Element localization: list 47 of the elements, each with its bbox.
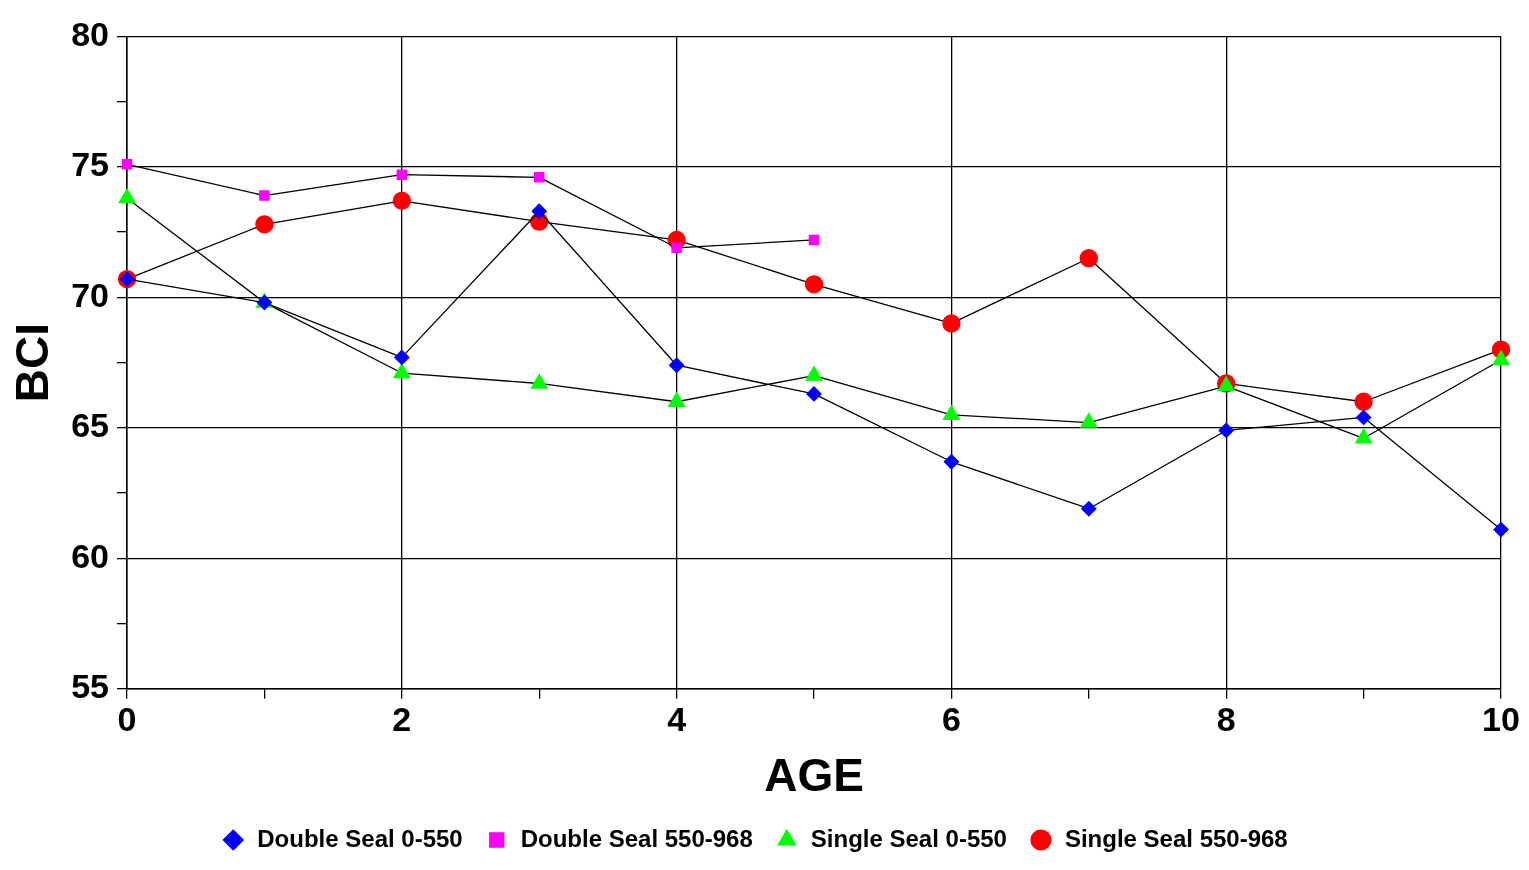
y-tick-label: 80 xyxy=(71,14,110,53)
y-tick-label: 75 xyxy=(71,145,110,184)
point xyxy=(942,405,960,420)
y-axis-title: BCI xyxy=(6,322,59,403)
x-axis-title: AGE xyxy=(764,749,864,802)
y-tick-label: 60 xyxy=(71,536,110,575)
point xyxy=(804,275,824,294)
legend-label: Single Seal 550-968 xyxy=(1064,824,1288,852)
y-tick-label: 55 xyxy=(71,667,110,706)
x-tick-label: 10 xyxy=(1482,700,1520,739)
x-tick-label: 2 xyxy=(392,700,412,739)
point xyxy=(943,454,960,470)
point xyxy=(531,203,547,219)
point xyxy=(942,314,961,333)
point xyxy=(121,159,133,170)
point xyxy=(668,392,686,407)
point xyxy=(255,215,274,234)
point xyxy=(1355,409,1372,426)
point xyxy=(1081,501,1097,517)
point xyxy=(1355,428,1373,444)
legend-label: Single Seal 0-550 xyxy=(810,824,1007,852)
point xyxy=(533,172,545,183)
legend-label: Double Seal 0-550 xyxy=(257,824,463,852)
point xyxy=(805,366,823,381)
point xyxy=(530,373,548,389)
point xyxy=(392,191,411,210)
point xyxy=(1492,350,1510,366)
point xyxy=(394,349,410,366)
x-tick-label: 6 xyxy=(941,700,961,739)
point xyxy=(396,169,408,180)
x-tick-label: 4 xyxy=(667,700,687,739)
point xyxy=(259,190,270,201)
x-tick-label: 8 xyxy=(1216,700,1236,739)
y-tick-label: 70 xyxy=(71,275,110,314)
point xyxy=(671,242,682,254)
legend-label: Double Seal 550-968 xyxy=(520,824,753,852)
point xyxy=(393,363,411,379)
y-tick-label: 65 xyxy=(71,406,110,445)
point xyxy=(1493,521,1509,538)
point xyxy=(1079,249,1098,268)
point xyxy=(808,234,820,246)
point xyxy=(1218,422,1234,439)
point xyxy=(1354,392,1373,411)
point xyxy=(668,357,685,373)
point xyxy=(1080,412,1098,428)
x-tick-label: 0 xyxy=(117,700,137,739)
point xyxy=(806,386,822,402)
